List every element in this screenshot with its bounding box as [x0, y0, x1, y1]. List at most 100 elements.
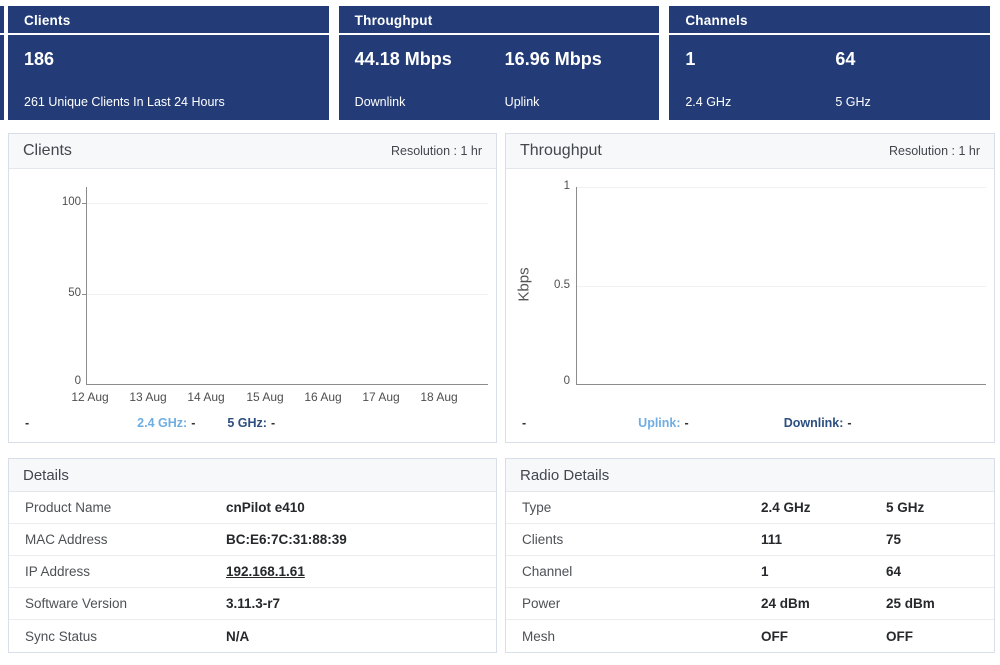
row-label: Sync Status [25, 628, 98, 644]
clients-chart-resolution: Resolution : 1 hr [390, 144, 482, 158]
legend-total-value: - [25, 416, 30, 430]
x-tick-label: 15 Aug [246, 390, 284, 404]
table-row-power: Power 24 dBm 25 dBm [506, 588, 994, 620]
x-tick-label: 14 Aug [187, 390, 225, 404]
summary-card-clients-body: 186 261 Unique Clients In Last 24 Hours [8, 35, 329, 118]
x-tick-label: 16 Aug [304, 390, 342, 404]
downlink-value: 44.18 Mbps [354, 49, 452, 69]
summary-card-throughput-title: Throughput [338, 6, 660, 35]
x-tick-label: 18 Aug [420, 390, 458, 404]
channel-5ghz-value: 64 [886, 564, 902, 579]
summary-card-clients-title: Clients [8, 6, 329, 35]
mesh-24ghz-value: OFF [761, 628, 788, 644]
type-5ghz-value: 5 GHz [886, 500, 925, 515]
table-row-type: Type 2.4 GHz 5 GHz [506, 492, 994, 524]
clients-chart-header: Clients Resolution : 1 hr [9, 134, 496, 169]
row-label: Channel [522, 564, 573, 579]
summary-card-clients: Clients 186 261 Unique Clients In Last 2… [8, 6, 329, 120]
summary-card-channels-title: Channels [669, 6, 991, 35]
throughput-chart-panel: Throughput Resolution : 1 hr Kbps 1 0.5 … [505, 133, 995, 443]
y-tick-mark [82, 294, 86, 295]
row-label: Type [522, 500, 552, 515]
y-tick-label: 100 [61, 196, 81, 208]
channel-24ghz-value: 1 [685, 49, 696, 69]
table-row-sync-status: Sync Status N/A [9, 620, 496, 652]
y-tick-label: 0.5 [554, 279, 570, 291]
clients-24ghz-value: 111 [761, 532, 783, 547]
downlink-label: Downlink [354, 95, 406, 109]
type-24ghz-value: 2.4 GHz [761, 500, 811, 515]
clients-chart-title: Clients [23, 142, 72, 159]
mesh-5ghz-value: OFF [886, 628, 913, 644]
table-row-mesh: Mesh OFF OFF [506, 620, 994, 652]
gridline [87, 294, 488, 295]
ip-address-link[interactable]: 192.168.1.61 [226, 564, 305, 579]
gridline [577, 187, 986, 188]
left-edge-card-fragment [0, 6, 4, 120]
clients-chart-panel: Clients Resolution : 1 hr 100 50 0 12 Au… [8, 133, 497, 443]
summary-card-channels-body: 1 2.4 GHz 64 5 GHz [669, 35, 990, 118]
channel-24ghz-label: 2.4 GHz [685, 95, 732, 109]
y-tick-label: 0 [74, 375, 81, 387]
legend-total-value: - [522, 416, 527, 430]
throughput-chart-header: Throughput Resolution : 1 hr [506, 134, 994, 169]
details-panel: Details Product Name cnPilot e410 MAC Ad… [8, 458, 497, 653]
summary-card-channels: Channels 1 2.4 GHz 64 5 GHz [669, 6, 991, 120]
clients-5ghz-value: 75 [886, 532, 902, 547]
left-edge-card-header [0, 6, 4, 35]
software-version-value: 3.11.3-r7 [226, 596, 281, 611]
x-axis-line [576, 384, 986, 385]
channel-24ghz-value: 1 [761, 564, 769, 579]
details-panel-title: Details [9, 459, 496, 492]
product-name-value: cnPilot e410 [226, 500, 305, 515]
row-label: MAC Address [25, 532, 108, 547]
radio-details-panel: Radio Details Type 2.4 GHz 5 GHz Clients… [505, 458, 995, 653]
y-axis-line [86, 187, 87, 385]
clients-count-label: 261 Unique Clients In Last 24 Hours [24, 95, 225, 109]
legend-item-5ghz: 5 GHz: - [227, 416, 276, 430]
channel-5ghz-label: 5 GHz [835, 95, 871, 109]
summary-card-throughput: Throughput 44.18 Mbps Downlink 16.96 Mbp… [338, 6, 660, 120]
power-5ghz-value: 25 dBm [886, 596, 935, 611]
detail-tables-row: Details Product Name cnPilot e410 MAC Ad… [8, 458, 995, 653]
summary-card-throughput-body: 44.18 Mbps Downlink 16.96 Mbps Uplink [339, 35, 660, 118]
row-label: Power [522, 596, 561, 611]
chart-panels-row: Clients Resolution : 1 hr 100 50 0 12 Au… [8, 133, 995, 443]
y-tick-mark [82, 203, 86, 204]
row-label: Software Version [25, 596, 128, 611]
gridline [577, 286, 986, 287]
row-label: IP Address [25, 564, 91, 579]
throughput-chart-legend: - Uplink: - Downlink: - [506, 406, 994, 442]
x-axis-line [86, 384, 488, 385]
uplink-label: Uplink [504, 95, 540, 109]
table-row-software-version: Software Version 3.11.3-r7 [9, 588, 496, 620]
y-axis-line [576, 187, 577, 385]
throughput-chart-resolution: Resolution : 1 hr [888, 144, 980, 158]
y-tick-label: 0 [563, 375, 570, 387]
summary-cards-row: Clients 186 261 Unique Clients In Last 2… [8, 6, 991, 120]
row-label: Mesh [522, 628, 556, 644]
mac-address-value: BC:E6:7C:31:88:39 [226, 532, 347, 547]
gridline [87, 203, 488, 204]
table-row-mac-address: MAC Address BC:E6:7C:31:88:39 [9, 524, 496, 556]
clients-chart-plot: 100 50 0 12 Aug 13 Aug 14 Aug 15 Aug 16 … [9, 169, 496, 406]
channel-5ghz-value: 64 [835, 49, 856, 69]
x-tick-label: 13 Aug [129, 390, 167, 404]
x-tick-label: 12 Aug [71, 390, 109, 404]
y-tick-label: 50 [68, 287, 81, 299]
legend-item-uplink: Uplink: - [638, 416, 689, 430]
power-24ghz-value: 24 dBm [761, 596, 810, 611]
legend-item-downlink: Downlink: - [783, 416, 852, 430]
table-row-product-name: Product Name cnPilot e410 [9, 492, 496, 524]
legend-item-24ghz: 2.4 GHz: - [137, 416, 196, 430]
clients-chart-legend: - 2.4 GHz: - 5 GHz: - [9, 406, 496, 442]
row-label: Clients [522, 532, 564, 547]
radio-details-panel-title: Radio Details [506, 459, 994, 492]
table-row-channel: Channel 1 64 [506, 556, 994, 588]
throughput-chart-plot: Kbps 1 0.5 0 [506, 169, 994, 406]
x-tick-label: 17 Aug [362, 390, 400, 404]
row-label: Product Name [25, 500, 112, 515]
sync-status-value: N/A [226, 628, 250, 644]
uplink-value: 16.96 Mbps [504, 49, 602, 69]
